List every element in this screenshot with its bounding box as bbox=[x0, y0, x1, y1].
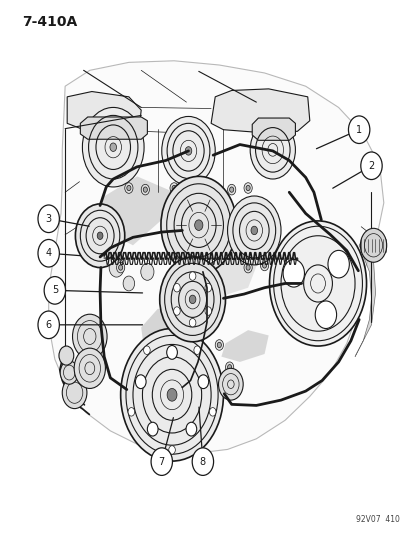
Circle shape bbox=[185, 422, 196, 436]
Circle shape bbox=[123, 276, 134, 291]
Circle shape bbox=[249, 120, 295, 179]
Circle shape bbox=[173, 284, 180, 292]
Circle shape bbox=[348, 116, 369, 143]
Circle shape bbox=[44, 277, 65, 304]
Circle shape bbox=[60, 361, 78, 384]
Circle shape bbox=[116, 262, 124, 273]
Text: 4: 4 bbox=[45, 248, 52, 259]
Circle shape bbox=[359, 228, 386, 262]
Circle shape bbox=[218, 368, 242, 400]
Circle shape bbox=[170, 183, 178, 193]
Circle shape bbox=[166, 345, 177, 359]
Circle shape bbox=[189, 295, 195, 304]
Circle shape bbox=[72, 314, 107, 359]
Circle shape bbox=[189, 318, 195, 327]
Circle shape bbox=[209, 408, 216, 416]
Text: 3: 3 bbox=[45, 214, 52, 224]
Text: 6: 6 bbox=[45, 320, 52, 330]
Circle shape bbox=[124, 183, 133, 193]
Circle shape bbox=[250, 226, 257, 235]
Circle shape bbox=[227, 184, 235, 195]
Circle shape bbox=[38, 239, 59, 267]
Circle shape bbox=[314, 301, 336, 328]
Circle shape bbox=[167, 389, 176, 401]
Circle shape bbox=[59, 346, 74, 365]
Circle shape bbox=[189, 272, 195, 280]
Circle shape bbox=[192, 448, 213, 475]
Polygon shape bbox=[354, 236, 375, 357]
Circle shape bbox=[206, 317, 215, 327]
Circle shape bbox=[74, 348, 105, 389]
Circle shape bbox=[118, 265, 122, 270]
Circle shape bbox=[62, 377, 87, 409]
Circle shape bbox=[197, 375, 208, 389]
Polygon shape bbox=[194, 245, 258, 298]
Circle shape bbox=[282, 260, 304, 287]
Circle shape bbox=[229, 187, 233, 192]
Polygon shape bbox=[252, 118, 295, 140]
Circle shape bbox=[243, 262, 252, 273]
Circle shape bbox=[109, 258, 123, 277]
Circle shape bbox=[217, 342, 221, 348]
Circle shape bbox=[38, 311, 59, 338]
Text: 7-410A: 7-410A bbox=[22, 14, 77, 29]
Polygon shape bbox=[80, 117, 147, 139]
Circle shape bbox=[269, 221, 366, 346]
Circle shape bbox=[185, 147, 191, 155]
Text: 1: 1 bbox=[355, 125, 361, 135]
Circle shape bbox=[360, 152, 381, 180]
Circle shape bbox=[97, 232, 103, 239]
Circle shape bbox=[159, 257, 225, 342]
Circle shape bbox=[194, 220, 202, 230]
Circle shape bbox=[172, 185, 176, 191]
Polygon shape bbox=[49, 61, 383, 453]
Circle shape bbox=[128, 408, 134, 416]
Circle shape bbox=[140, 263, 154, 280]
Circle shape bbox=[143, 187, 147, 192]
Circle shape bbox=[161, 116, 215, 185]
Circle shape bbox=[173, 307, 180, 316]
Circle shape bbox=[126, 185, 131, 191]
Circle shape bbox=[225, 362, 233, 373]
Polygon shape bbox=[141, 306, 190, 343]
Circle shape bbox=[245, 185, 249, 191]
Circle shape bbox=[161, 176, 236, 274]
Circle shape bbox=[135, 375, 146, 389]
Circle shape bbox=[262, 263, 266, 268]
Circle shape bbox=[204, 307, 211, 316]
Circle shape bbox=[147, 422, 158, 436]
Polygon shape bbox=[92, 176, 174, 245]
Circle shape bbox=[243, 183, 252, 193]
Circle shape bbox=[141, 184, 149, 195]
Circle shape bbox=[245, 265, 249, 270]
Polygon shape bbox=[221, 330, 268, 362]
Circle shape bbox=[151, 448, 172, 475]
Circle shape bbox=[215, 340, 223, 350]
Polygon shape bbox=[211, 89, 309, 133]
Circle shape bbox=[169, 446, 175, 454]
Circle shape bbox=[193, 346, 200, 354]
Circle shape bbox=[75, 204, 124, 268]
Text: 2: 2 bbox=[368, 161, 374, 171]
Circle shape bbox=[209, 319, 213, 325]
Circle shape bbox=[204, 284, 211, 292]
Circle shape bbox=[227, 365, 231, 370]
Text: 7: 7 bbox=[158, 457, 164, 466]
Circle shape bbox=[143, 346, 150, 354]
Circle shape bbox=[327, 251, 349, 278]
Text: 5: 5 bbox=[52, 285, 58, 295]
Circle shape bbox=[38, 205, 59, 232]
Circle shape bbox=[82, 108, 144, 187]
Polygon shape bbox=[67, 92, 141, 134]
Circle shape bbox=[260, 260, 268, 271]
Circle shape bbox=[120, 328, 223, 461]
Circle shape bbox=[227, 196, 280, 265]
Text: 92V07  410: 92V07 410 bbox=[356, 515, 399, 523]
Text: 8: 8 bbox=[199, 457, 205, 466]
Circle shape bbox=[110, 143, 116, 151]
